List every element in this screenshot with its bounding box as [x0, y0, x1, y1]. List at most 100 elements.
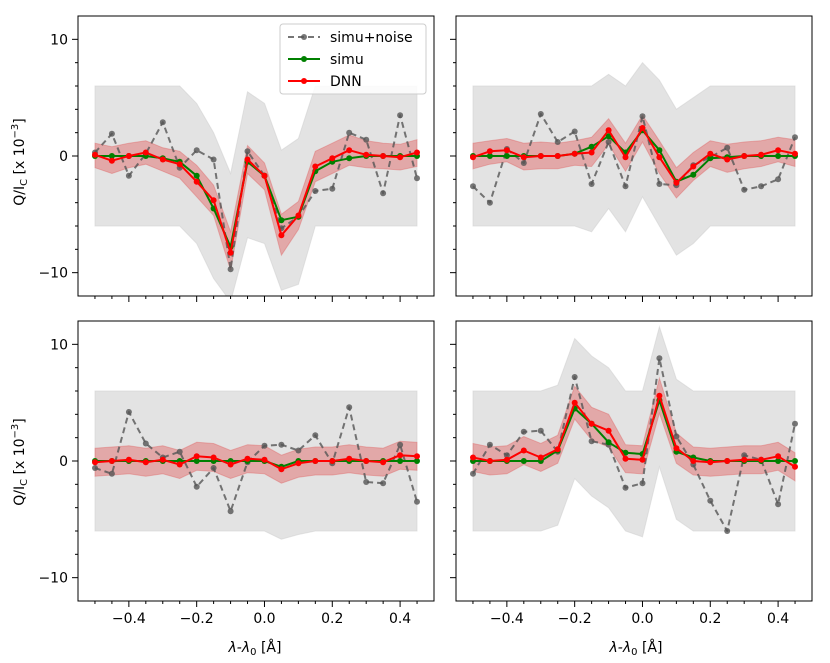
plot-area: [470, 325, 798, 538]
point-noise: [193, 483, 200, 490]
point-dnn: [554, 446, 561, 453]
point-dnn: [605, 427, 612, 434]
point-dnn: [176, 461, 183, 468]
point-noise: [673, 433, 680, 440]
point-noise: [622, 484, 629, 491]
point-simu: [605, 133, 612, 140]
point-simu: [486, 153, 493, 159]
point-dnn: [159, 456, 166, 463]
legend-label-dnn: DNN: [330, 74, 362, 90]
point-noise: [142, 440, 149, 447]
series-line-noise: [94, 114, 418, 271]
point-dnn: [295, 460, 302, 467]
point-dnn: [193, 453, 200, 460]
x-tick-label: 0.0: [631, 611, 653, 627]
point-noise: [210, 156, 217, 163]
point-noise: [486, 441, 493, 448]
point-dnn: [210, 454, 217, 461]
point-noise: [707, 497, 714, 504]
point-dnn: [176, 161, 183, 168]
point-noise: [227, 508, 234, 515]
point-dnn: [312, 458, 319, 464]
point-dnn: [588, 149, 595, 156]
point-simu: [193, 172, 200, 179]
point-noise: [295, 447, 302, 454]
series-line-noise: [472, 113, 796, 204]
point-dnn: [108, 458, 115, 464]
series-line-noise: [94, 406, 418, 513]
point-noise: [470, 470, 476, 477]
plot-area: [92, 390, 420, 540]
point-noise: [792, 420, 798, 427]
point-noise: [792, 134, 798, 141]
point-dnn: [244, 156, 251, 163]
x-axis-label-left: λ-λ0 [Å]: [228, 639, 282, 658]
point-noise: [397, 441, 404, 448]
point-dnn: [346, 147, 353, 154]
point-dnn: [537, 454, 544, 461]
point-noise: [193, 147, 200, 154]
point-noise: [329, 185, 336, 192]
noise-uncertainty-band: [94, 390, 418, 540]
x-tick-label: 0.0: [253, 611, 275, 627]
y-tick-label: 10: [50, 32, 68, 48]
point-noise: [92, 465, 98, 471]
legend-noise-marker: [301, 34, 307, 40]
point-dnn: [142, 459, 149, 466]
point-noise: [346, 129, 353, 136]
point-dnn: [741, 153, 748, 159]
point-simu: [605, 439, 612, 446]
point-noise: [503, 452, 510, 459]
point-noise: [758, 183, 765, 190]
point-noise: [571, 374, 578, 380]
y-axis-label-bottom: Q/IC [x 10−3]: [10, 418, 30, 506]
point-dnn: [571, 399, 578, 406]
panel-top-right: [450, 15, 813, 302]
point-dnn: [707, 150, 714, 157]
point-dnn: [92, 459, 98, 466]
point-noise: [363, 479, 370, 485]
point-dnn: [724, 156, 731, 163]
point-noise: [605, 139, 612, 145]
point-dnn: [707, 459, 714, 466]
point-noise: [656, 355, 663, 362]
point-dnn: [690, 163, 697, 170]
point-noise: [414, 175, 420, 182]
point-simu: [108, 153, 115, 159]
point-dnn: [758, 456, 765, 463]
dnn-uncertainty-band: [94, 134, 418, 271]
point-simu: [414, 458, 420, 464]
x-tick-label: −0.2: [558, 611, 592, 627]
point-dnn: [363, 151, 370, 158]
plot-area: [92, 85, 420, 296]
y-axis-label-top: Q/IC [x 10−3]: [10, 118, 30, 206]
point-simu: [503, 153, 510, 159]
point-noise: [486, 199, 493, 206]
point-dnn: [656, 154, 663, 161]
point-noise: [741, 452, 748, 459]
point-dnn: [210, 197, 217, 204]
point-noise: [414, 498, 420, 505]
point-noise: [741, 186, 748, 193]
point-dnn: [486, 458, 493, 464]
point-dnn: [673, 445, 680, 452]
x-tick-label: −0.4: [112, 611, 146, 627]
point-noise: [210, 465, 217, 471]
point-dnn: [588, 420, 595, 427]
point-dnn: [108, 157, 115, 164]
point-dnn: [775, 147, 782, 154]
point-noise: [588, 181, 595, 187]
point-dnn: [227, 249, 234, 256]
point-dnn: [792, 150, 798, 157]
point-dnn: [278, 232, 285, 239]
x-tick-label: 0.4: [767, 611, 789, 627]
point-dnn: [329, 155, 336, 162]
point-noise: [278, 441, 285, 448]
point-dnn: [622, 455, 629, 462]
point-dnn: [571, 150, 578, 157]
point-dnn: [414, 453, 420, 460]
point-dnn: [397, 452, 404, 459]
point-noise: [470, 183, 476, 190]
dnn-uncertainty-band: [472, 376, 796, 482]
y-tick-label: 10: [50, 337, 68, 353]
